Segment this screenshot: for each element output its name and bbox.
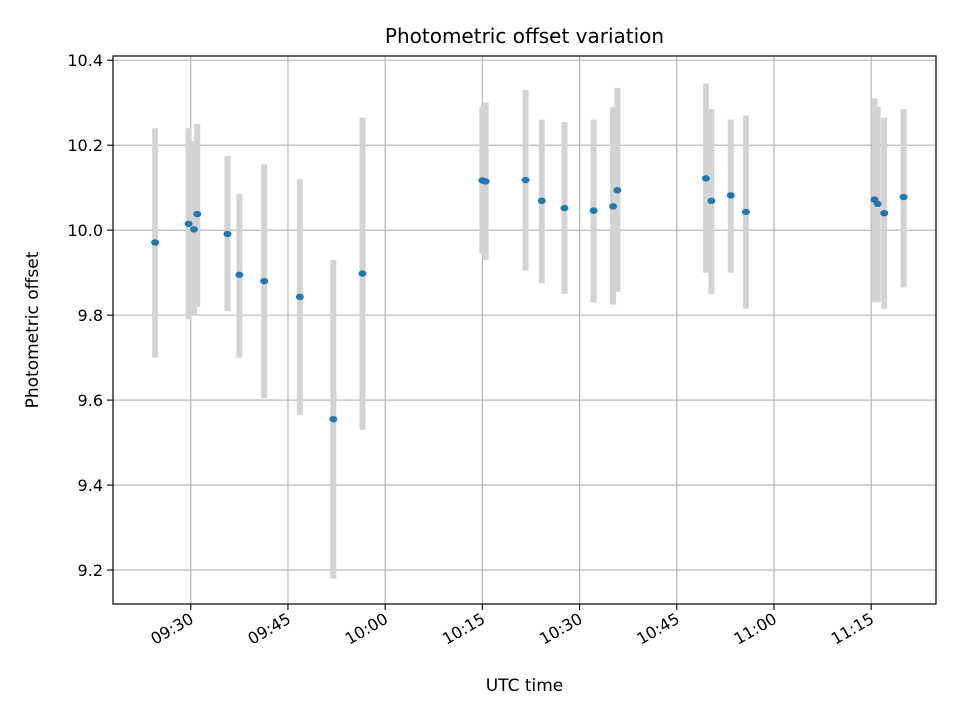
x-axis-label: UTC time	[486, 676, 564, 696]
data-point	[741, 208, 750, 216]
data-point	[613, 187, 622, 194]
chart-title: Photometric offset variation	[385, 24, 664, 48]
y-tick-label: 9.4	[78, 476, 103, 495]
data-point	[873, 200, 882, 208]
y-tick-label: 9.2	[78, 561, 103, 580]
y-tick-label: 10.4	[67, 51, 103, 70]
data-point	[560, 204, 569, 212]
data-point	[589, 207, 598, 214]
data-point	[899, 193, 908, 201]
point-layer	[151, 175, 908, 423]
data-point	[295, 293, 304, 301]
y-tick-label: 9.6	[78, 391, 103, 410]
data-point	[481, 178, 490, 185]
data-point	[193, 210, 202, 218]
y-tick-label: 10.0	[67, 221, 103, 240]
data-point	[190, 226, 199, 233]
data-point	[223, 230, 232, 238]
plot-frame	[112, 55, 937, 605]
data-point	[358, 270, 367, 277]
data-point	[329, 416, 338, 423]
data-point	[707, 197, 716, 205]
data-point	[701, 175, 710, 182]
data-point	[609, 203, 618, 210]
data-point	[151, 239, 160, 246]
y-tick-label: 9.8	[78, 306, 103, 325]
y-axis-label: Photometric offset	[23, 251, 43, 408]
data-point	[880, 209, 889, 217]
data-point	[537, 197, 546, 205]
y-axis-ticks: 9.2 9.4 9.6 9.8 10.0 10.2 10.4	[67, 51, 113, 580]
data-point	[184, 220, 193, 227]
y-tick-label: 10.2	[67, 136, 103, 155]
data-point	[235, 271, 244, 278]
data-point	[260, 277, 269, 285]
data-point	[521, 176, 530, 184]
data-point	[726, 192, 735, 199]
